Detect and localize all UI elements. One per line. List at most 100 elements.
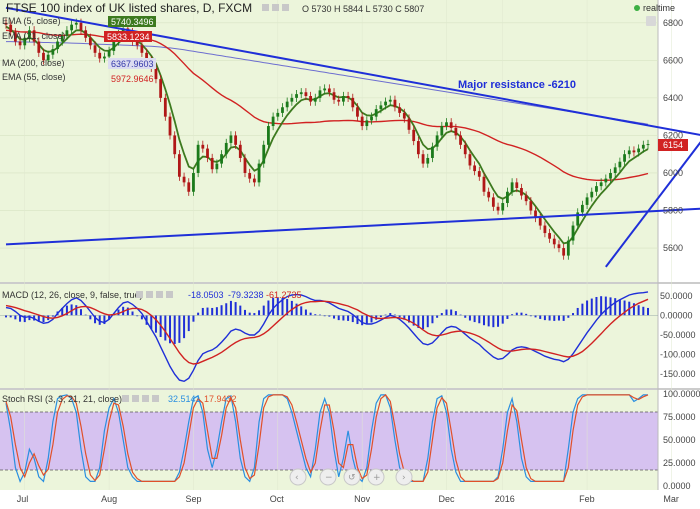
time-axis[interactable]: Jul Aug Sep Oct Nov Dec 2016 Feb Mar [17,494,679,504]
macd-histogram-bar [267,300,270,316]
candle-body [74,22,78,25]
zoom-in-button[interactable] [367,468,385,486]
macd-histogram-bar [295,303,298,316]
candle-body [220,154,223,164]
candle-body [595,186,598,192]
candle-body [299,92,303,95]
macd-histogram-bar [211,307,214,316]
ohlc-readout: O 5730 H 5844 L 5730 C 5807 [302,4,424,14]
candle-body [580,204,584,213]
macd-histogram-bar [543,315,546,321]
candle-body [468,154,472,166]
navigation-controls[interactable]: ‹ − ↺ + › [289,468,413,486]
candle-body [360,116,364,127]
macd-histogram-bar [567,315,570,318]
macd-histogram-bar [501,315,504,324]
resistance-annotation[interactable]: Major resistance -6210 [458,79,576,91]
macd-histogram-bar [309,312,312,316]
macd-histogram-bar [632,303,635,316]
candle-body [210,157,214,170]
time-tick-label: Sep [185,494,201,504]
legend-ema21-value-box [104,31,152,42]
macd-histogram-bar [248,312,251,316]
candle-body [416,141,420,155]
candle-body [46,54,50,61]
candle-body [313,97,317,102]
macd-histogram-bar [79,309,82,316]
candle-body [548,233,551,239]
macd-histogram-bar [42,315,45,323]
legend-ema5-label[interactable]: EMA (5, close) [2,16,61,26]
candle-body [88,37,92,46]
zoom-out-button[interactable] [319,468,337,486]
macd-histogram-bar [140,315,143,320]
candle-body [412,129,416,142]
price-tick-label: 6200 [663,130,683,140]
candle-body [520,188,523,196]
macd-histogram-bar [286,298,289,316]
reset-icon: ↺ [348,473,356,483]
macd-histogram-bar [473,315,476,323]
candle-body [618,161,622,168]
reset-button[interactable] [343,468,361,486]
legend-ma200-label[interactable]: MA (200, close) [2,58,65,68]
macd-histogram-bar [534,315,537,318]
macd-histogram-bar [187,315,190,332]
legend-ema21-label[interactable]: EMA (21, close) [2,31,66,41]
macd-histogram-bar [14,315,17,320]
macd-histogram-bar [23,315,26,323]
candle-body [421,154,425,164]
macd-histogram-bar [131,311,134,316]
candle-body [501,203,505,211]
time-tick-label: Oct [270,494,285,504]
candle-body [281,107,284,113]
candle-body [543,225,547,234]
candle-body [70,24,74,31]
macd-histogram-bar [229,300,232,316]
scroll-right-button[interactable] [395,468,413,486]
legend-settings-icons[interactable] [122,4,289,402]
macd-histogram-bar [506,315,509,319]
macd-histogram-bar [482,315,485,326]
candle-body [529,201,533,211]
macd-histogram-bar [487,315,490,327]
macd-label[interactable]: MACD (12, 26, close, 9, false, true) [2,290,143,300]
macd-histogram-bar [150,315,153,330]
time-tick-label: Nov [354,494,371,504]
macd-histogram-bar [450,309,453,316]
candle-body [393,99,397,108]
candle-body [449,122,453,128]
time-tick-label: Dec [438,494,455,504]
price-tick-label: 6000 [663,168,683,178]
candle-body [426,157,430,164]
price-tick-label: 6400 [663,93,683,103]
chart-title: FTSE 100 index of UK listed shares, D, F… [6,1,252,15]
stoch-label[interactable]: Stoch RSI (3, 3, 21, 21, close) [2,394,122,404]
collapse-button[interactable] [646,16,656,26]
price-axis[interactable]: 5600 5800 6000 6200 6400 6600 6800 50.0000 0.000… [660,18,700,491]
candle-body [379,105,383,110]
macd-histogram-bar [220,305,223,316]
scroll-left-button[interactable] [289,468,307,486]
macd-histogram-bar [478,315,481,324]
macd-histogram-bar [183,315,186,339]
chevron-right-icon: › [402,473,406,483]
macd-histogram-bar [201,307,204,316]
candle-body [98,52,102,59]
macd-histogram-bar [253,313,256,316]
macd-histogram-bar [243,309,246,316]
macd-histogram-bar [614,298,617,316]
macd-histogram-bar [281,297,284,316]
candle-body [318,90,322,98]
macd-histogram-bar [94,315,97,324]
macd-histogram-bar [342,315,345,321]
candle-body [337,99,341,102]
trend-lines[interactable] [5,6,700,268]
macd-plot [0,291,658,383]
macd-histogram-bar [408,315,411,323]
candle-body [552,238,556,245]
candle-body [135,41,139,46]
legend-ema55-label[interactable]: EMA (55, close) [2,72,66,82]
candle-body [234,135,238,145]
